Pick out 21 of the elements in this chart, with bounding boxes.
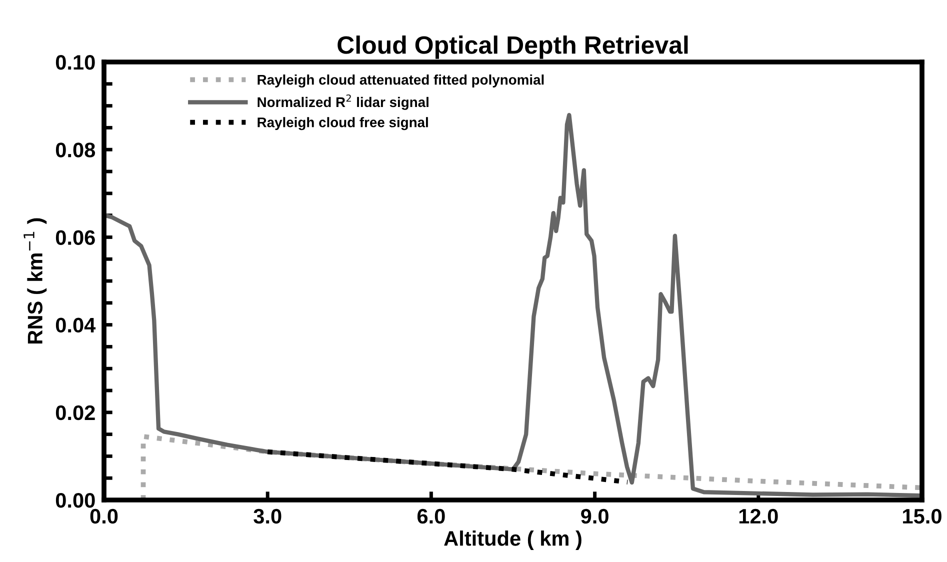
line-series: [104, 112, 922, 498]
x-tick-label: 0.0: [90, 508, 118, 524]
y-tick-label: 0.08: [56, 142, 96, 158]
x-tick-label: 6.0: [417, 508, 445, 524]
chart-title: Cloud Optical Depth Retrieval: [338, 36, 688, 59]
line-series: [140, 434, 922, 500]
legend-label: Rayleigh cloud free signal: [258, 117, 428, 130]
x-tick-label: 12.0: [739, 508, 778, 524]
y-tick-label: 0.02: [56, 405, 95, 420]
x-tick-label: 9.0: [581, 508, 608, 524]
y-tick-label: 0.04: [56, 318, 96, 333]
legend-label: Normalized R$^{2}$ lidar signal: [258, 94, 428, 110]
legend-label: Rayleigh cloud attenuated fitted polynomial: [258, 74, 544, 88]
line-series: [265, 449, 630, 484]
x-tick-label: 15.0: [903, 508, 942, 524]
y-axis-title: RNS ( km$^{−1}$ ): [24, 218, 47, 344]
y-tick-label: 0.10: [56, 55, 95, 70]
y-tick-label: 0.00: [56, 493, 95, 508]
x-tick-label: 3.0: [254, 508, 282, 524]
y-tick-label: 0.06: [56, 230, 95, 245]
x-axis-title: Altitude ( km ): [444, 530, 582, 550]
